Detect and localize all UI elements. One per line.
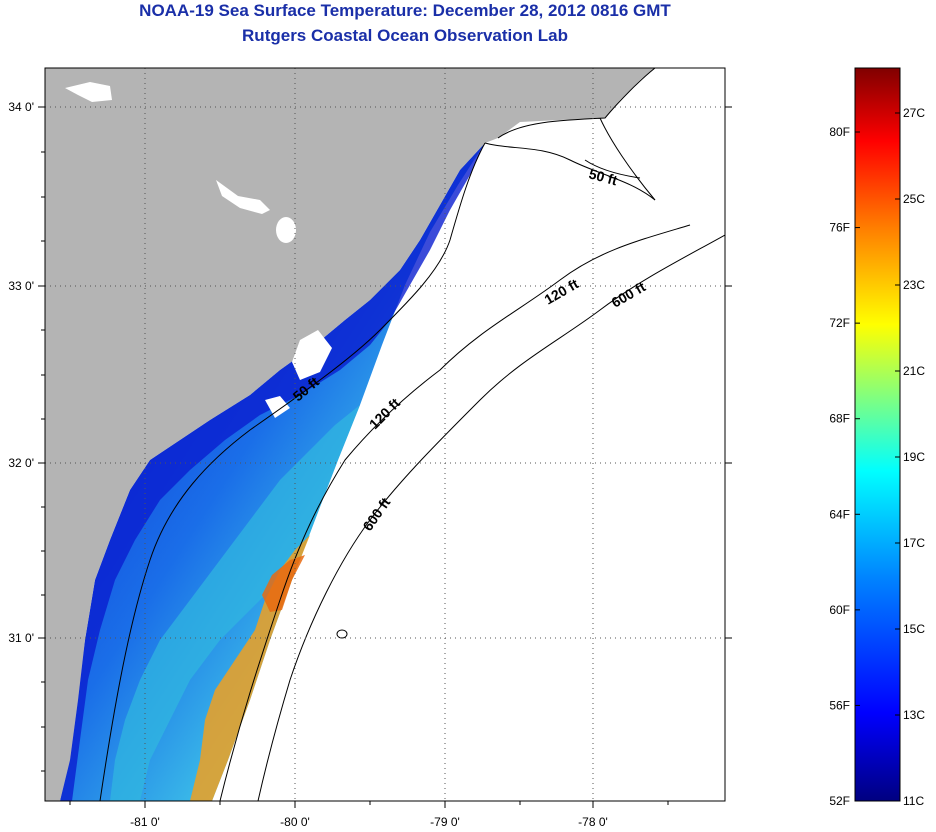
map-frame: [44, 67, 726, 802]
contour-120ft: [219, 224, 691, 801]
lon-label: -80 0': [280, 815, 310, 829]
lat-label: 32 0': [8, 456, 34, 470]
colorbar-label: 72F: [829, 316, 850, 330]
colorbar-label: 15C: [903, 622, 925, 636]
colorbar-label: 17C: [903, 536, 925, 550]
seamount-contour: [336, 629, 348, 639]
lat-label: 34 0': [8, 100, 34, 114]
colorbar-label: 27C: [903, 106, 925, 120]
lake-north: [65, 82, 112, 102]
coastline-north: [497, 68, 656, 201]
colorbar-label: 76F: [829, 221, 850, 235]
colorbar-label: 11C: [903, 794, 924, 808]
colorbar-label: 56F: [829, 698, 850, 712]
contour-label: 50 ft: [587, 165, 619, 188]
land-mass: [45, 68, 655, 801]
colorbar-label: 25C: [903, 192, 925, 206]
colorbar-scale: [854, 67, 901, 802]
colorbar-label: 13C: [903, 708, 925, 722]
colorbar-label: 64F: [829, 507, 850, 521]
lake-moultrie: [216, 180, 270, 214]
lon-label: -81 0': [130, 815, 160, 829]
colorbar-fahrenheit-labels: 80F 76F 72F 68F 64F 60F 56F 52F: [829, 125, 860, 808]
colorbar-label: 52F: [829, 794, 850, 808]
map-area: [45, 68, 725, 801]
sst-orange-core: [262, 555, 305, 612]
colorbar-label: 80F: [829, 125, 850, 139]
colorbar: 80F 76F 72F 68F 64F 60F 56F 52F 27C 25C 23C 21C 19C…: [829, 67, 925, 808]
colorbar-label: 19C: [903, 450, 925, 464]
axis-ticks: [38, 106, 732, 808]
colorbar-label: 68F: [829, 412, 850, 426]
estuary-charleston: [292, 330, 332, 380]
colorbar-celsius-labels: 27C 25C 23C 21C 19C 17C 15C 13C 11C: [895, 106, 925, 808]
map-subtitle: Rutgers Coastal Ocean Observation Lab: [242, 26, 568, 45]
bathymetry-contours: [99, 68, 725, 801]
contour-50ft: [99, 142, 656, 801]
sst-blue-nearshore: [60, 143, 485, 801]
lat-label: 31 0': [8, 631, 34, 645]
map-title: NOAA-19 Sea Surface Temperature: Decembe…: [139, 1, 671, 20]
lat-label: 33 0': [8, 279, 34, 293]
sst-swath: [60, 143, 485, 801]
lake-marion: [276, 217, 296, 243]
lon-label: -79 0': [430, 815, 460, 829]
colorbar-label: 23C: [903, 278, 925, 292]
lon-label: -78 0': [578, 815, 608, 829]
estuary-sound: [265, 396, 290, 418]
lon-labels: -81 0' -80 0' -79 0' -78 0': [130, 815, 608, 829]
graticule: [45, 68, 725, 801]
lat-labels: 34 0' 33 0' 32 0' 31 0': [8, 100, 34, 645]
colorbar-label: 60F: [829, 603, 850, 617]
colorbar-label: 21C: [903, 364, 925, 378]
sst-cyan-band: [110, 405, 360, 801]
contour-600ft: [257, 234, 725, 801]
